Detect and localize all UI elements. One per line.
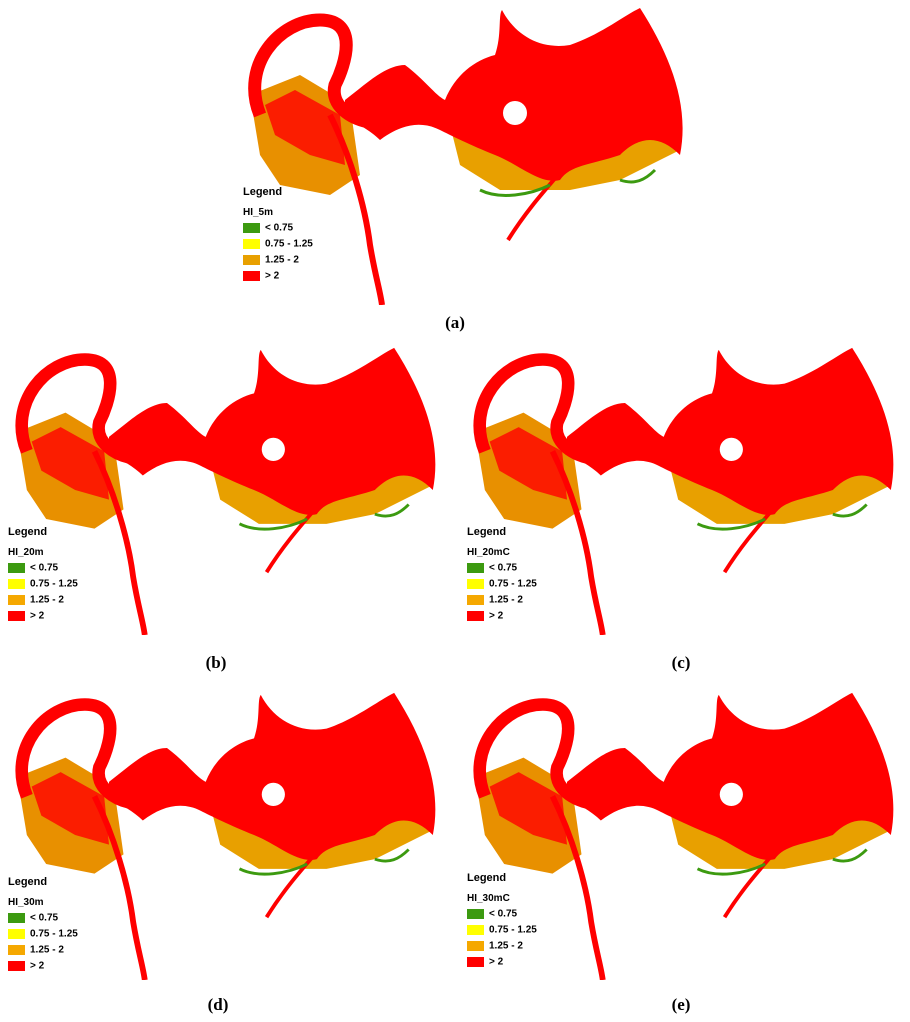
legend-label: > 2 [265, 271, 280, 282]
legend-swatch [243, 255, 260, 265]
caption: (a) [445, 313, 465, 332]
legend-layer: HI_5m [243, 207, 273, 218]
legend-label: > 2 [30, 611, 45, 622]
map-b [17, 348, 435, 635]
legend-swatch [467, 957, 484, 967]
map-d [17, 693, 435, 980]
legend-label: > 2 [30, 961, 45, 972]
legend-swatch [243, 223, 260, 233]
map-c [475, 348, 893, 635]
legend-swatch [467, 925, 484, 935]
legend-swatch [467, 563, 484, 573]
map-a [250, 8, 683, 305]
legend-label: 0.75 - 1.25 [30, 579, 78, 590]
legend-layer: HI_30mC [467, 893, 510, 904]
legend-label: < 0.75 [489, 909, 518, 920]
legend-layer: HI_20mC [467, 547, 510, 558]
legend-swatch [467, 579, 484, 589]
legend-title: Legend [467, 872, 506, 884]
caption: (b) [206, 653, 227, 672]
legend-label: < 0.75 [489, 563, 518, 574]
legend-label: < 0.75 [30, 563, 59, 574]
legend-title: Legend [243, 186, 282, 198]
legend-swatch [467, 909, 484, 919]
map-e [475, 693, 893, 980]
legend-swatch [8, 595, 25, 605]
caption: (d) [208, 995, 229, 1014]
legend-swatch [467, 941, 484, 951]
legend-label: > 2 [489, 957, 504, 968]
legend-swatch [8, 913, 25, 923]
figure: Legend HI_5m < 0.75 0.75 - 1.25 1.25 - 2 > 2 (… [0, 0, 910, 1022]
caption: (c) [672, 653, 691, 672]
legend-swatch [467, 611, 484, 621]
legend-swatch [243, 239, 260, 249]
legend-label: < 0.75 [30, 913, 59, 924]
legend-swatch [8, 929, 25, 939]
legend-label: 0.75 - 1.25 [489, 925, 537, 936]
legend-swatch [8, 563, 25, 573]
legend-label: 1.25 - 2 [489, 595, 523, 606]
legend-swatch [8, 579, 25, 589]
legend-label: 0.75 - 1.25 [489, 579, 537, 590]
legend-label: 1.25 - 2 [489, 941, 523, 952]
legend-label: 0.75 - 1.25 [265, 239, 313, 250]
legend-label: > 2 [489, 611, 504, 622]
legend-layer: HI_30m [8, 897, 44, 908]
legend-swatch [243, 271, 260, 281]
legend-label: 1.25 - 2 [30, 595, 64, 606]
legend-layer: HI_20m [8, 547, 44, 558]
legend-label: < 0.75 [265, 223, 294, 234]
legend-swatch [8, 945, 25, 955]
legend-swatch [467, 595, 484, 605]
caption: (e) [672, 995, 691, 1014]
legend-label: 0.75 - 1.25 [30, 929, 78, 940]
legend-title: Legend [8, 876, 47, 888]
legend-label: 1.25 - 2 [265, 255, 299, 266]
legend-swatch [8, 961, 25, 971]
legend-title: Legend [467, 526, 506, 538]
legend-swatch [8, 611, 25, 621]
legend-label: 1.25 - 2 [30, 945, 64, 956]
legend-title: Legend [8, 526, 47, 538]
